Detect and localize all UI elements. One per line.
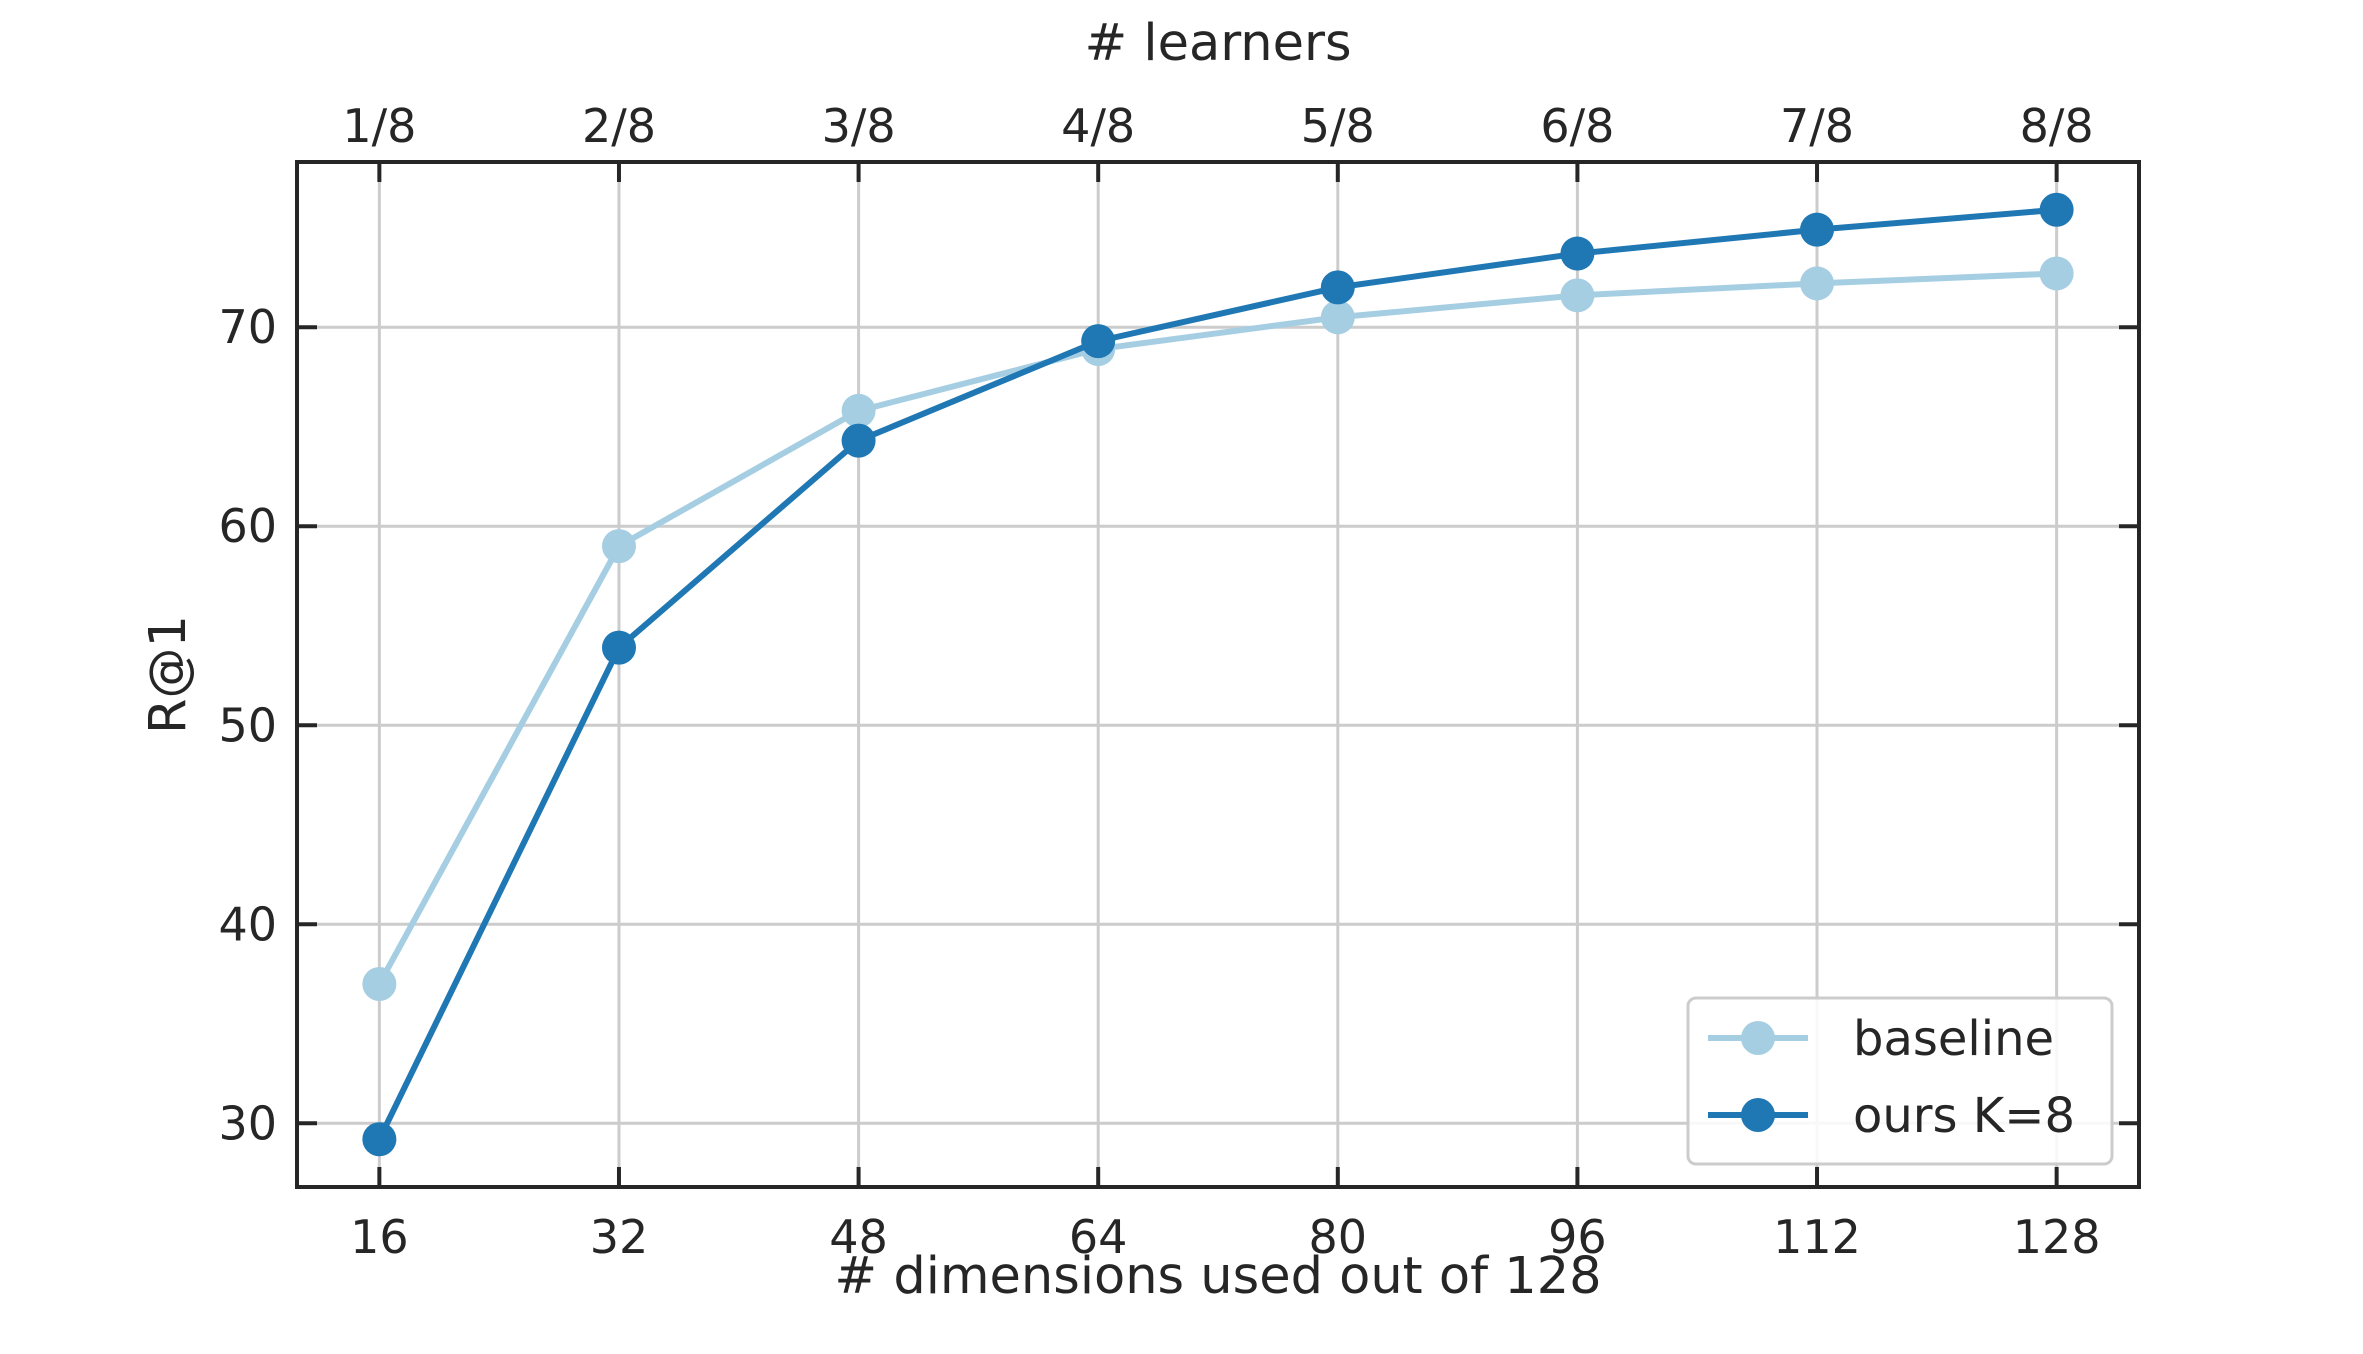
legend: baseline ours K=8 (1686, 996, 2114, 1166)
y-axis-title: R@1 (139, 615, 198, 734)
x-axis-title: # dimensions used out of 128 (834, 1247, 1601, 1306)
legend-label: ours K=8 (1853, 1088, 2075, 1144)
data-point-1 (1081, 324, 1116, 359)
top-x-tick-label: 3/8 (822, 99, 896, 153)
top-x-tick-label: 5/8 (1301, 99, 1375, 153)
series-line-1 (376, 206, 2060, 1143)
frame-layer (295, 160, 2141, 1189)
y-tick-label: 60 (218, 499, 277, 553)
y-tick-label: 40 (218, 897, 277, 951)
x-tick-label: 64 (1069, 1210, 1128, 1264)
data-point-0 (601, 529, 636, 564)
series-layer (362, 192, 2074, 1157)
data-point-1 (1800, 212, 1835, 247)
series-line-0 (376, 270, 2060, 987)
legend-label: baseline (1853, 1011, 2054, 1067)
legend-swatch-marker (1741, 1098, 1775, 1132)
data-point-0 (1800, 266, 1835, 301)
x-tick-label: 32 (590, 1210, 649, 1264)
top-x-tick-label: 1/8 (342, 99, 416, 153)
top-x-tick-label: 6/8 (1540, 99, 1614, 153)
data-point-1 (2039, 192, 2074, 227)
y-tick-label: 70 (218, 300, 277, 354)
data-point-1 (601, 630, 636, 665)
data-point-1 (1560, 236, 1595, 271)
data-point-0 (1320, 300, 1355, 335)
x-tick-label: 96 (1548, 1210, 1607, 1264)
x-tick-label: 128 (2013, 1210, 2101, 1264)
top-x-tick-label: 8/8 (2020, 99, 2094, 153)
y-tick-label: 50 (218, 698, 277, 752)
x-tick-label: 80 (1309, 1210, 1368, 1264)
label-layer: # dimensions used out of 128 # learners … (139, 14, 2101, 1306)
x-tick-label: 16 (350, 1210, 409, 1264)
data-point-1 (1320, 270, 1355, 305)
top-axis-title: # learners (1084, 14, 1351, 73)
data-point-0 (1560, 278, 1595, 313)
y-tick-label: 30 (218, 1096, 277, 1150)
data-point-1 (841, 423, 876, 458)
data-point-1 (362, 1122, 397, 1157)
data-point-0 (2039, 256, 2074, 291)
top-x-tick-label: 7/8 (1780, 99, 1854, 153)
top-x-tick-label: 2/8 (582, 99, 656, 153)
data-point-0 (841, 393, 876, 428)
legend-swatch-marker (1741, 1021, 1775, 1055)
x-tick-label: 48 (829, 1210, 888, 1264)
x-tick-label: 112 (1773, 1210, 1861, 1264)
plot-frame (295, 160, 2141, 1189)
grid-layer (297, 162, 2139, 1187)
data-point-0 (362, 966, 397, 1001)
top-x-tick-label: 4/8 (1061, 99, 1135, 153)
